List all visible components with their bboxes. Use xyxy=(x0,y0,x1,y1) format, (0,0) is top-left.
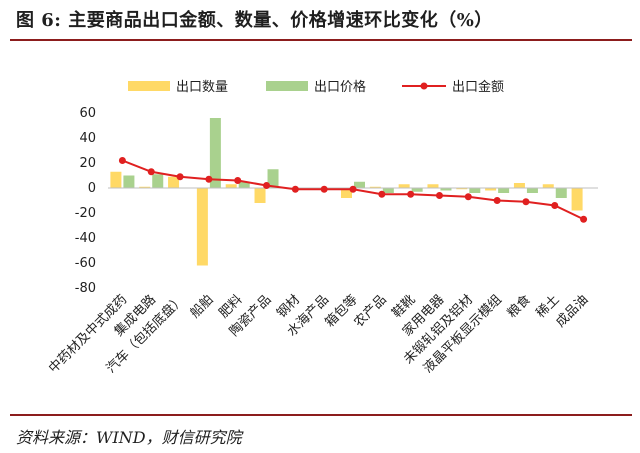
bar-quantity xyxy=(110,171,122,188)
bottom-rule xyxy=(10,414,632,416)
chart: 出口数量 出口价格 出口金额 60 40 20 0 -20 -40 -60 -80 中药材及中式成… xyxy=(46,79,598,377)
bar-quantity xyxy=(254,188,266,203)
value-point xyxy=(118,157,126,164)
value-point xyxy=(378,190,386,198)
value-point xyxy=(349,185,357,193)
value-point xyxy=(234,177,242,184)
value-point xyxy=(551,202,559,209)
value-point xyxy=(205,175,213,183)
bar-quantity xyxy=(427,184,439,188)
legend-swatch-price xyxy=(266,81,308,91)
legend: 出口数量 出口价格 出口金额 xyxy=(128,79,504,95)
bar-price xyxy=(526,188,538,193)
value-point xyxy=(580,215,588,223)
x-tick-label: 农产品 xyxy=(351,292,389,330)
legend-label-value: 出口金额 xyxy=(452,79,504,95)
bar-quantity xyxy=(456,188,468,190)
bar-quantity xyxy=(571,188,583,211)
value-line xyxy=(118,157,588,223)
bar-price xyxy=(267,169,279,188)
value-point xyxy=(407,190,415,198)
bar-price xyxy=(555,188,567,198)
x-tick-label: 船舶 xyxy=(187,292,217,322)
bar-price xyxy=(382,188,394,193)
bar-price xyxy=(411,188,423,192)
value-point xyxy=(263,182,271,189)
legend-label-price: 出口价格 xyxy=(314,79,366,95)
y-tick-label: 0 xyxy=(88,181,96,196)
source-note: 资料来源：WIND，财信研究院 xyxy=(16,428,242,447)
bar-price xyxy=(238,181,250,188)
y-tick-label: -40 xyxy=(75,231,96,246)
y-tick-label: -60 xyxy=(75,256,96,271)
bar-quantity xyxy=(542,184,554,188)
bar-quantity xyxy=(398,184,410,188)
y-tick-label: 20 xyxy=(79,156,96,171)
bar-price xyxy=(209,118,221,188)
bar-quantity xyxy=(196,188,208,266)
value-point xyxy=(176,173,184,181)
y-tick-label: 60 xyxy=(79,106,96,121)
value-point xyxy=(291,185,299,193)
bars xyxy=(110,118,596,266)
value-point xyxy=(522,198,530,206)
value-point xyxy=(147,168,155,176)
value-point xyxy=(464,193,472,201)
bar-price xyxy=(440,188,452,191)
legend-swatch-quantity xyxy=(128,81,170,91)
y-tick-label: -80 xyxy=(75,281,96,296)
x-tick-label: 成品油 xyxy=(553,292,591,330)
bar-quantity xyxy=(225,184,237,188)
y-tick-label: -20 xyxy=(75,206,96,221)
x-tick-label: 粮食 xyxy=(504,292,534,322)
bar-quantity xyxy=(369,186,381,188)
bar-price xyxy=(354,181,365,188)
bar-quantity xyxy=(341,188,352,198)
bar-quantity xyxy=(485,188,497,191)
bar-quantity xyxy=(168,176,180,188)
top-rule xyxy=(10,39,632,41)
value-point xyxy=(435,192,443,199)
figure-title: 图 6: 主要商品出口金额、数量、价格增速环比变化（%） xyxy=(16,10,493,31)
bar-price xyxy=(152,174,164,188)
value-point xyxy=(493,197,501,204)
bar-quantity xyxy=(139,186,151,188)
bar-quantity xyxy=(513,183,525,188)
bar-price xyxy=(498,188,510,193)
legend-label-quantity: 出口数量 xyxy=(176,80,228,95)
bar-price xyxy=(123,175,135,188)
y-tick-label: 40 xyxy=(79,131,96,146)
bar-price xyxy=(469,188,481,193)
y-axis: 60 40 20 0 -20 -40 -60 -80 xyxy=(75,106,96,296)
value-point xyxy=(320,185,328,193)
legend-marker-value xyxy=(420,82,428,90)
